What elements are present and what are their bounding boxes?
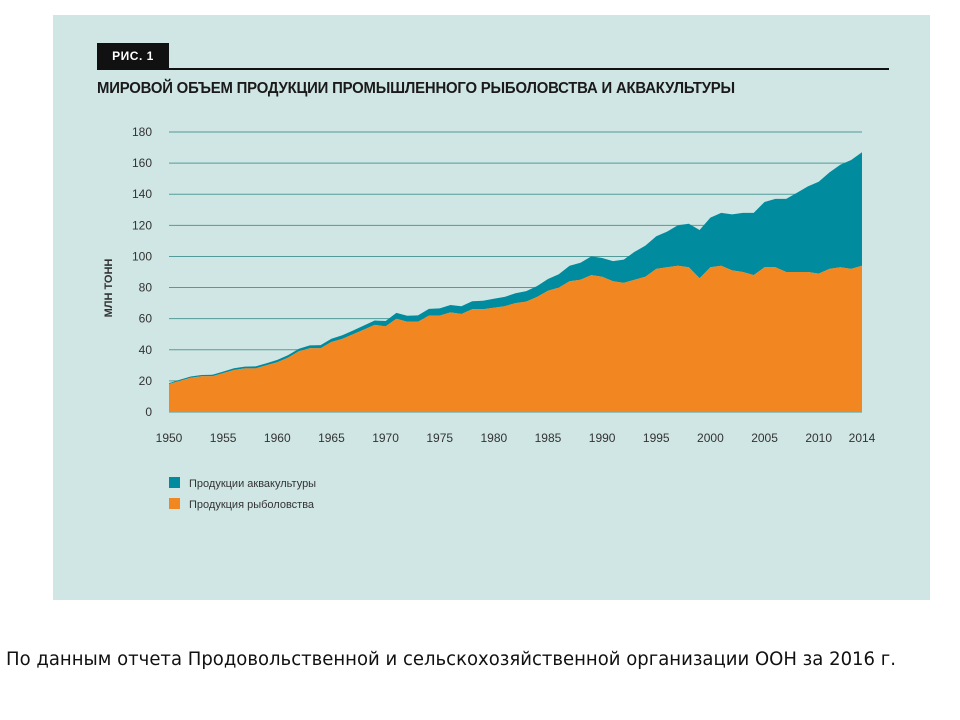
y-tick-120: 120 bbox=[132, 218, 152, 232]
x-tick-1975: 1975 bbox=[426, 431, 453, 445]
y-tick-labels: 0 20 40 60 80 100 120 140 160 180 bbox=[132, 125, 152, 419]
y-tick-160: 160 bbox=[132, 156, 152, 170]
y-tick-0: 0 bbox=[145, 405, 152, 419]
x-tick-1960: 1960 bbox=[264, 431, 291, 445]
x-tick-1985: 1985 bbox=[535, 431, 562, 445]
x-tick-1980: 1980 bbox=[480, 431, 507, 445]
x-tick-2010: 2010 bbox=[805, 431, 832, 445]
x-tick-labels: 1950 1955 1960 1965 1970 1975 1980 1985 1990 1995… bbox=[156, 431, 876, 445]
y-tick-80: 80 bbox=[139, 281, 153, 295]
x-tick-2005: 2005 bbox=[751, 431, 778, 445]
x-tick-2000: 2000 bbox=[697, 431, 724, 445]
legend-swatch-0 bbox=[169, 477, 180, 488]
y-tick-60: 60 bbox=[139, 312, 153, 326]
chart-areas bbox=[169, 152, 862, 412]
figure-rule bbox=[97, 68, 889, 70]
y-tick-180: 180 bbox=[132, 125, 152, 139]
legend-label-0: Продукции аквакультуры bbox=[189, 478, 316, 490]
figure-label: РИС. 1 bbox=[97, 43, 169, 69]
y-axis-label: МЛН ТОНН bbox=[103, 259, 115, 318]
x-tick-1955: 1955 bbox=[210, 431, 237, 445]
area-fishing bbox=[169, 265, 862, 412]
y-tick-140: 140 bbox=[132, 187, 152, 201]
x-tick-1950: 1950 bbox=[156, 431, 183, 445]
y-tick-100: 100 bbox=[132, 249, 152, 263]
legend-label-1: Продукция рыболовства bbox=[189, 499, 315, 511]
y-tick-20: 20 bbox=[139, 374, 153, 388]
x-tick-1995: 1995 bbox=[643, 431, 670, 445]
x-tick-1990: 1990 bbox=[589, 431, 616, 445]
x-tick-1970: 1970 bbox=[372, 431, 399, 445]
legend: Продукции аквакультуры Продукция рыболовс… bbox=[169, 477, 316, 511]
x-tick-2014: 2014 bbox=[849, 431, 876, 445]
chart-title: МИРОВОЙ ОБЪЕМ ПРОДУКЦИИ ПРОМЫШЛЕННОГО РЫ… bbox=[97, 80, 735, 97]
source-caption: По данным отчета Продовольственной и сел… bbox=[6, 648, 896, 670]
x-tick-1965: 1965 bbox=[318, 431, 345, 445]
y-tick-40: 40 bbox=[139, 343, 153, 357]
legend-swatch-1 bbox=[169, 498, 180, 509]
